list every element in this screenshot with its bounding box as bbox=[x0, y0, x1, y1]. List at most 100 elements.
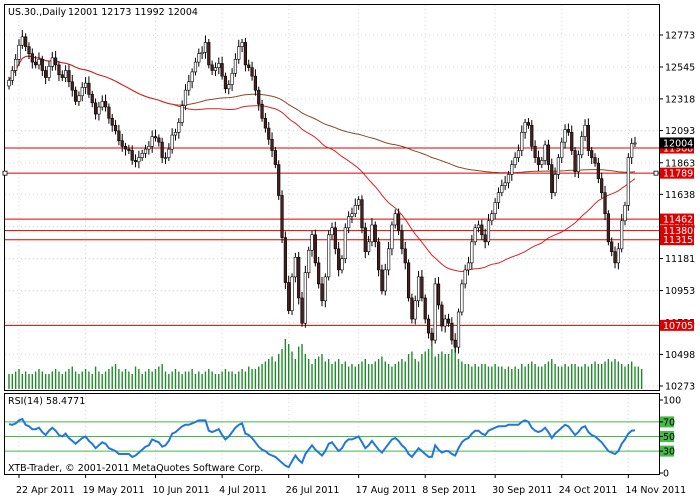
candle-body bbox=[273, 150, 277, 165]
candle bbox=[217, 57, 221, 75]
candle bbox=[260, 99, 264, 122]
candle bbox=[230, 68, 234, 92]
candle-body bbox=[463, 269, 467, 285]
candle bbox=[423, 294, 427, 324]
candle-body bbox=[287, 282, 291, 311]
candle bbox=[523, 118, 527, 139]
candle-body bbox=[526, 122, 531, 126]
candle bbox=[50, 51, 54, 71]
candle-body bbox=[470, 241, 474, 264]
rsi-panel[interactable]: RSI(14) 58.4771 XTB-Trader, © 2001-2011 … bbox=[4, 393, 660, 475]
candle-body bbox=[460, 283, 464, 313]
candle-body bbox=[363, 227, 367, 252]
level-label-text: 11380 bbox=[663, 226, 693, 237]
candle bbox=[87, 76, 91, 98]
candle-body bbox=[606, 213, 610, 243]
candle-body bbox=[466, 262, 471, 271]
date-axis-label: 30 Sep 2011 bbox=[492, 485, 552, 496]
candle bbox=[93, 98, 98, 120]
candle bbox=[127, 144, 131, 155]
candle-body bbox=[320, 283, 324, 302]
candle bbox=[47, 61, 51, 82]
candle bbox=[303, 265, 307, 328]
candle-body bbox=[50, 57, 54, 67]
candle-body bbox=[590, 150, 594, 158]
candle bbox=[493, 198, 497, 220]
candle bbox=[550, 158, 554, 200]
candle bbox=[60, 70, 64, 82]
candle-body bbox=[453, 339, 457, 348]
volume-histogram bbox=[8, 339, 643, 389]
price-axis-label: 10273 bbox=[665, 382, 695, 393]
candle-body bbox=[123, 146, 128, 150]
candle-body bbox=[400, 230, 404, 250]
candlesticks bbox=[7, 29, 637, 354]
candle bbox=[403, 241, 407, 270]
candle bbox=[34, 56, 38, 69]
candle-body bbox=[227, 84, 231, 90]
candle bbox=[110, 113, 114, 132]
candle-body bbox=[290, 276, 294, 311]
candle-body bbox=[267, 127, 271, 140]
candle-body bbox=[443, 318, 447, 327]
candle-body bbox=[553, 174, 557, 193]
candle-body bbox=[337, 248, 341, 271]
rsi-level-label-box bbox=[660, 431, 674, 442]
candle bbox=[180, 100, 184, 126]
candle-body bbox=[566, 129, 571, 133]
candle bbox=[560, 137, 564, 164]
candle bbox=[377, 237, 381, 277]
candle bbox=[626, 153, 630, 211]
price-axis-label: 12773 bbox=[665, 31, 695, 42]
candle-body bbox=[230, 73, 234, 85]
candle bbox=[247, 59, 251, 72]
candle-body bbox=[153, 136, 158, 139]
candle bbox=[107, 103, 111, 124]
level-label-text: 11462 bbox=[663, 215, 693, 226]
candle-body bbox=[87, 82, 91, 95]
candle bbox=[536, 150, 541, 172]
candle bbox=[347, 211, 351, 234]
candle bbox=[553, 167, 557, 197]
candle-body bbox=[503, 182, 507, 186]
candle bbox=[210, 60, 214, 76]
candle bbox=[603, 185, 607, 221]
candle bbox=[546, 139, 551, 171]
candle-body bbox=[180, 105, 184, 123]
candle-body bbox=[10, 70, 14, 81]
candle-body bbox=[137, 157, 141, 163]
candle bbox=[373, 221, 377, 248]
candle-body bbox=[83, 82, 88, 88]
candle bbox=[613, 246, 617, 269]
candle bbox=[430, 327, 434, 347]
candle-body bbox=[307, 249, 311, 273]
candle-body bbox=[27, 46, 31, 54]
candle bbox=[343, 223, 347, 264]
candle bbox=[200, 46, 204, 60]
candle bbox=[363, 222, 367, 259]
candle bbox=[333, 221, 337, 255]
candle bbox=[153, 129, 158, 142]
candle-body bbox=[596, 162, 600, 179]
price-axis-label: 10498 bbox=[665, 350, 695, 361]
rsi-axis-label: 50 bbox=[663, 432, 675, 443]
candle-body bbox=[270, 139, 274, 151]
candle-body bbox=[483, 234, 487, 243]
price-axis-label: 11181 bbox=[665, 254, 695, 265]
candle-body bbox=[570, 131, 574, 151]
candle-body bbox=[403, 248, 407, 264]
candle bbox=[450, 317, 454, 345]
candle-body bbox=[333, 227, 337, 250]
candle bbox=[40, 55, 44, 76]
candle-body bbox=[300, 297, 304, 324]
candle bbox=[67, 64, 71, 88]
price-panel[interactable]: US.30.,Daily 12001 12173 11992 12004 bbox=[2, 4, 660, 391]
candle bbox=[433, 277, 437, 344]
candle-body bbox=[297, 256, 301, 299]
candle-body bbox=[150, 136, 154, 147]
candle bbox=[313, 229, 317, 267]
candle-body bbox=[436, 283, 441, 306]
candle-body bbox=[60, 74, 64, 78]
level-label-text: 11968 bbox=[663, 144, 693, 155]
